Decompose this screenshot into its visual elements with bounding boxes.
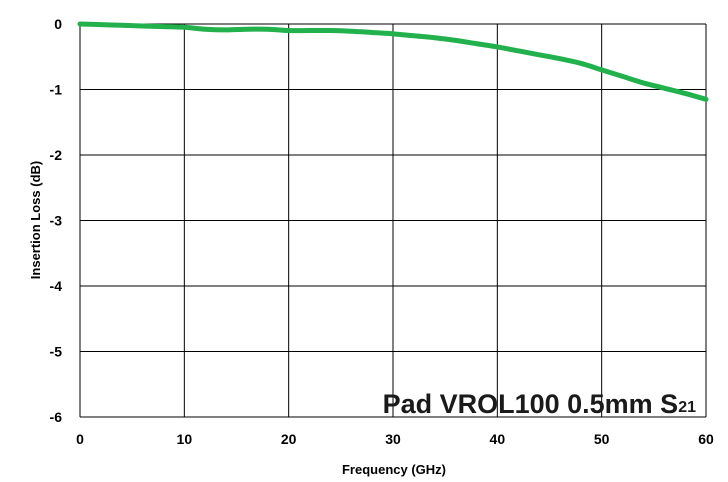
- y-tick-labels: 0 -1 -2 -3 -4 -5 -6: [50, 16, 63, 425]
- y-tick-label: -4: [50, 278, 63, 294]
- y-tick-label: -3: [50, 213, 63, 229]
- series-layer: [77, 21, 709, 102]
- y-tick-label: -6: [50, 409, 63, 425]
- x-tick-label: 10: [177, 431, 193, 447]
- y-tick-label: -2: [50, 147, 63, 163]
- x-tick-labels: 0 10 20 30 40 50 60: [76, 431, 714, 447]
- y-tick-label: 0: [54, 16, 62, 32]
- series-line: [77, 21, 709, 102]
- y-tick-label: -5: [50, 344, 63, 360]
- y-tick-label: -1: [50, 82, 63, 98]
- chart-annotation: Pad VROL100 0.5mm S21: [383, 389, 697, 419]
- x-tick-label: 40: [490, 431, 506, 447]
- x-tick-label: 50: [594, 431, 610, 447]
- annotation-main: Pad VROL100 0.5mm S: [383, 389, 679, 419]
- x-tick-label: 30: [385, 431, 401, 447]
- x-tick-label: 0: [76, 431, 84, 447]
- x-tick-label: 20: [281, 431, 297, 447]
- gridlines: [79, 23, 707, 418]
- x-tick-label: 60: [698, 431, 714, 447]
- annotation-subscript: 21: [678, 399, 696, 416]
- x-axis-label: Frequency (GHz): [342, 462, 446, 477]
- y-axis-label: Insertion Loss (dB): [28, 161, 43, 279]
